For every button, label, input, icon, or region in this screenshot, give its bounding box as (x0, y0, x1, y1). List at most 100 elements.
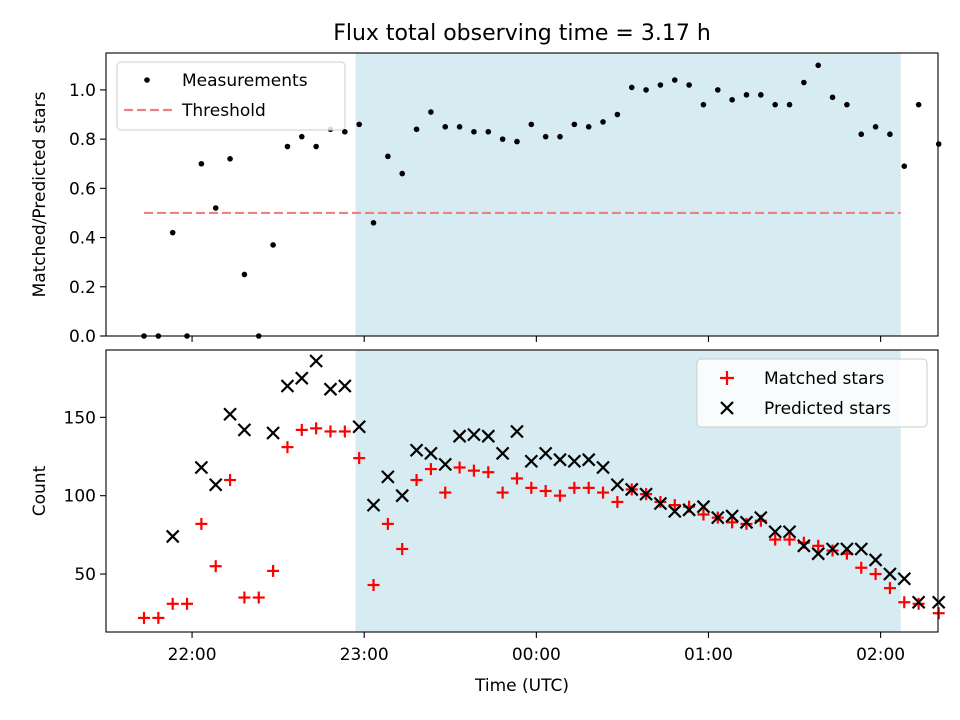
predicted-stars-points (165, 354, 946, 610)
matched-star-point (152, 611, 165, 624)
predicted-star-point (596, 460, 610, 475)
matched-star-point (381, 517, 394, 530)
matched-star-point (338, 425, 351, 438)
matched-star-point (898, 596, 911, 609)
predicted-star-point (581, 452, 596, 467)
matched-star-point (439, 486, 452, 499)
predicted-star-point (223, 407, 237, 422)
bottom-y-axis-label: Count (30, 465, 50, 516)
measurement-point (169, 229, 176, 236)
matched-star-point (496, 486, 509, 499)
matched-star-point (740, 517, 753, 530)
measurement-point (758, 92, 764, 98)
y-tick-label: 50 (74, 565, 96, 585)
measurement-point (614, 111, 621, 118)
measurement-point (456, 124, 463, 130)
measurement-point (212, 205, 219, 211)
matched-star-point (267, 564, 280, 577)
legend-matched-marker (720, 371, 734, 385)
measurement-point (270, 242, 276, 248)
matched-star-point (310, 422, 323, 435)
predicted-star-point (266, 426, 280, 440)
measurement-point (428, 109, 434, 115)
y-tick-label: 150 (64, 408, 96, 428)
matched-star-point (568, 481, 581, 494)
predicted-star-point (452, 429, 467, 443)
measurement-point (858, 131, 865, 138)
measurement-point (935, 141, 942, 147)
bottom-y-ticks: 50 100 150 (64, 408, 106, 585)
measurement-point (298, 133, 305, 140)
matched-star-point (295, 423, 308, 436)
measurement-point (743, 92, 750, 98)
measurement-point (313, 143, 319, 150)
predicted-star-point (510, 424, 524, 439)
measurement-point (772, 101, 778, 108)
predicted-star-point (338, 379, 352, 393)
matched-star-point (912, 597, 925, 610)
predicted-star-point (739, 515, 754, 530)
matched-star-point (697, 508, 710, 521)
measurement-point (585, 124, 592, 130)
predicted-star-point (381, 470, 395, 484)
predicted-star-point (624, 482, 639, 497)
measurement-point (528, 121, 535, 128)
matched-star-point (525, 481, 538, 494)
measurement-point (700, 101, 707, 108)
matched-star-point (783, 533, 796, 546)
predicted-star-point (782, 524, 797, 539)
predicted-star-point (897, 571, 912, 586)
measurement-point (600, 119, 606, 125)
predicted-star-point (295, 371, 309, 385)
legend-threshold-label: Threshold (181, 101, 266, 121)
measurement-point (370, 220, 377, 226)
matched-star-point (726, 516, 739, 529)
matched-star-point (510, 472, 523, 485)
matched-star-point (826, 544, 839, 557)
predicted-star-point (467, 427, 481, 442)
predicted-star-point (667, 504, 682, 519)
measurement-point (657, 82, 664, 88)
measurement-point (413, 126, 420, 133)
measurement-point (385, 153, 391, 160)
legend-measurements-label: Measurements (182, 71, 308, 91)
predicted-star-point (653, 496, 668, 511)
matched-stars-points (138, 422, 945, 624)
predicted-star-point (424, 446, 438, 461)
predicted-star-point (811, 546, 825, 561)
predicted-star-point (797, 539, 811, 553)
matched-star-point (812, 539, 825, 552)
matched-star-point (582, 481, 595, 494)
predicted-star-point (194, 460, 209, 475)
measurement-point (686, 82, 692, 88)
predicted-star-point (682, 503, 696, 517)
y-tick-label: 0.8 (69, 130, 96, 150)
matched-star-point (539, 485, 552, 497)
measurement-point (514, 138, 520, 145)
y-tick-label: 1.0 (69, 81, 96, 101)
bottom-x-ticks: 22:00 23:00 00:00 01:00 02:00 (168, 632, 905, 665)
predicted-star-point (911, 595, 926, 610)
predicted-star-point (524, 454, 539, 469)
x-tick-label: 23:00 (340, 645, 389, 665)
predicted-star-point (754, 510, 768, 525)
predicted-star-point (931, 595, 946, 610)
predicted-star-point (495, 446, 510, 461)
measurement-point (356, 121, 362, 128)
top-y-ticks: 0.0 0.2 0.4 0.6 0.8 1.0 (69, 81, 106, 347)
predicted-star-point (366, 498, 381, 512)
measurement-point (485, 128, 492, 135)
measurement-point (671, 77, 678, 83)
measurement-points (141, 62, 942, 339)
measurement-point (915, 101, 922, 108)
top-panel: 0.0 0.2 0.4 0.6 0.8 1.0 Matched/Predicted sta… (30, 52, 942, 347)
matched-star-point (668, 499, 681, 512)
predicted-star-point (639, 487, 653, 501)
measurement-point (557, 133, 563, 140)
matched-star-point (181, 597, 194, 610)
predicted-star-point (395, 488, 409, 503)
measurement-point (442, 124, 449, 130)
measurement-point (284, 143, 291, 150)
measurement-point (714, 87, 721, 93)
measurement-point (198, 160, 205, 167)
